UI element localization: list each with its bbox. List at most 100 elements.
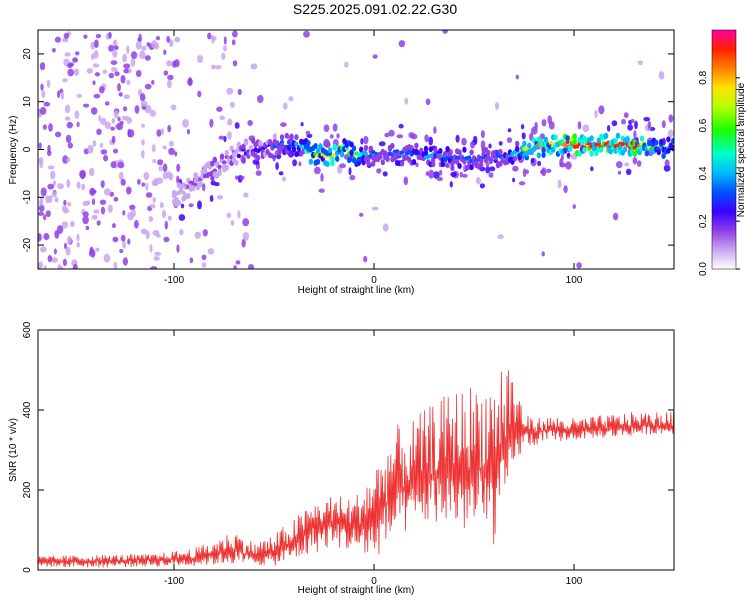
spectrogram-noise-cell: [76, 93, 82, 98]
spectrogram-noise-cell: [67, 68, 74, 77]
spectrogram-ridge-cell: [349, 149, 354, 156]
spectrogram-noise-cell: [38, 204, 45, 212]
spectrogram-noise-cell: [221, 52, 226, 60]
spectrogram-ridge-cell: [618, 144, 623, 151]
spectrogram-ridge-cell: [217, 164, 222, 170]
spectrogram-noise-cell: [110, 60, 118, 65]
spectrogram-noise-cell: [88, 167, 95, 177]
spectrogram-noise-cell: [488, 143, 492, 149]
spectrogram-noise-cell: [99, 86, 105, 94]
spectrogram-noise-cell: [54, 36, 62, 43]
snr-marks: [38, 370, 674, 568]
spectrogram-noise-cell: [567, 152, 571, 158]
spectrogram-noise-cell: [64, 52, 71, 57]
spectrogram-noise-cell: [76, 242, 80, 248]
spectrogram-ridge-cell: [551, 146, 556, 153]
spectrogram-ridge-cell: [217, 168, 222, 175]
spectrogram-ridge-cell: [399, 160, 405, 167]
spectrogram-noise-cell: [348, 167, 352, 176]
spectrogram-noise-cell: [94, 72, 100, 77]
spectrogram-ridge-cell: [469, 149, 474, 156]
spectrogram-noise-cell: [149, 244, 153, 253]
spectrogram-noise-cell: [202, 183, 206, 192]
spectrogram-noise-cell: [83, 34, 88, 39]
spectrogram-noise-cell: [162, 145, 167, 150]
spectrogram-noise-cell: [112, 236, 119, 243]
spectrogram-noise-cell: [201, 262, 207, 268]
spectrogram-ridge-cell: [644, 150, 649, 157]
colorbar-tick-label: 0.6: [698, 118, 709, 132]
spectrogram-ridge-cell: [191, 185, 196, 192]
spectrogram-noise-cell: [123, 94, 130, 100]
spectrogram-noise-cell: [153, 256, 160, 261]
spectrogram-ridge-cell: [656, 149, 661, 156]
spectrogram-ridge-cell: [543, 136, 549, 143]
spectrogram-noise-cell: [314, 166, 321, 175]
spectrogram-noise-cell: [303, 30, 310, 38]
spectrogram-ridge-cell: [308, 158, 313, 165]
spectrogram-noise-cell: [92, 63, 100, 68]
spectrogram-noise-cell: [211, 34, 215, 44]
spectrogram-noise-cell: [378, 141, 386, 147]
spectrogram-noise-cell: [234, 122, 240, 129]
spectrogram-noise-cell: [104, 121, 112, 130]
spectrogram-ridge-cell: [176, 190, 181, 195]
spectrogram-noise-cell: [113, 148, 118, 154]
spectrogram-noise-cell: [202, 229, 208, 237]
snr-series-line: [38, 370, 674, 568]
spectrogram-noise-cell: [518, 181, 526, 186]
spectrogram-noise-cell: [108, 72, 115, 79]
spectrogram-noise-cell: [461, 137, 467, 146]
y-tick-label: 600: [22, 321, 33, 338]
spectrogram-noise-cell: [151, 144, 156, 153]
spectrogram-noise-cell: [41, 90, 46, 99]
spectrogram-noise-cell: [388, 129, 395, 137]
spectrogram-noise-cell: [563, 185, 568, 194]
spectrogram-noise-cell: [371, 206, 379, 211]
spectrogram-noise-cell: [232, 60, 238, 67]
spectrogram-noise-cell: [207, 32, 212, 40]
spectrogram-noise-cell: [166, 60, 173, 67]
spectrogram-noise-cell: [449, 181, 453, 188]
spectrogram-noise-cell: [39, 246, 47, 253]
spectrogram-noise-cell: [425, 98, 431, 106]
spectrogram-noise-cell: [428, 136, 434, 146]
spectrogram-noise-cell: [537, 160, 542, 167]
spectrogram-noise-cell: [42, 124, 47, 130]
spectrogram-noise-cell: [139, 93, 146, 102]
spectrogram-noise-cell: [396, 134, 404, 139]
spectrogram-noise-cell: [119, 248, 124, 254]
spectrogram-noise-cell: [157, 159, 164, 166]
spectrogram-noise-cell: [141, 45, 147, 51]
spectrogram-noise-cell: [287, 150, 295, 158]
spectrogram-noise-cell: [162, 172, 169, 180]
spectrogram-noise-cell: [415, 162, 419, 168]
spectrogram-ridge-cell: [234, 159, 239, 166]
spectrogram-noise-cell: [158, 165, 164, 172]
spectrogram-noise-cell: [100, 117, 107, 125]
spectrogram-noise-cell: [497, 234, 504, 240]
spectrogram-noise-cell: [51, 257, 58, 263]
spectrogram-ridge-cell: [455, 158, 460, 165]
spectrogram-noise-cell: [100, 149, 108, 155]
spectrogram-ridge-cell: [572, 139, 577, 145]
spectrogram-ridge-cell: [577, 150, 582, 157]
spectrogram-noise-cell: [117, 116, 121, 122]
spectrogram-noise-cell: [231, 39, 236, 46]
spectrogram-noise-cell: [300, 122, 304, 127]
spectrogram-ridge-cell: [671, 137, 674, 144]
spectrogram-noise-cell: [82, 200, 89, 207]
spectrogram-noise-cell: [140, 228, 148, 235]
spectrogram-noise-cell: [480, 140, 486, 150]
spectrogram-noise-cell: [69, 221, 75, 228]
spectrogram-noise-cell: [39, 200, 43, 206]
spectrogram-noise-cell: [122, 257, 128, 266]
spectrogram-ridge-cell: [186, 193, 191, 199]
spectrogram-noise-cell: [433, 171, 440, 179]
spectrogram-noise-cell: [186, 129, 191, 135]
spectrogram-noise-cell: [155, 36, 161, 41]
spectrogram-noise-cell: [67, 235, 72, 244]
spectrogram-ridge-cell: [445, 146, 450, 152]
spectrogram-noise-cell: [39, 106, 47, 115]
